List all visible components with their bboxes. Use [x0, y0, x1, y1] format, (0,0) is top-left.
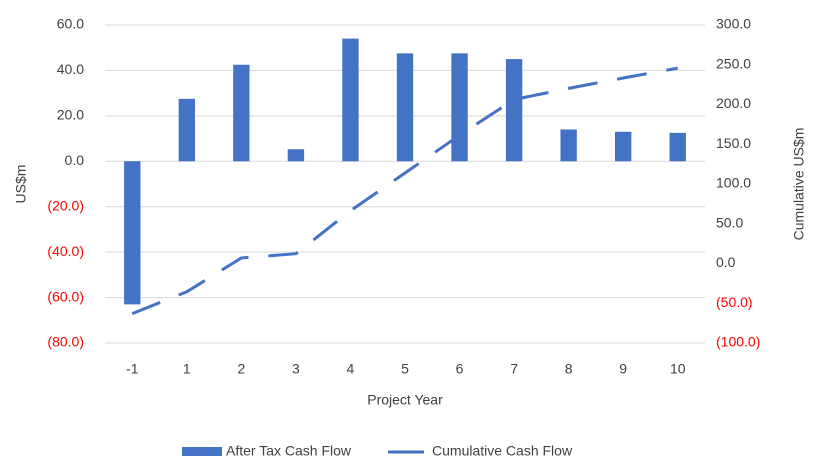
bar: [560, 129, 577, 162]
y2-axis-title: Cumulative US$m: [791, 128, 807, 241]
x-tick-label: 5: [401, 361, 409, 377]
y2-tick-label: 200.0: [716, 95, 751, 111]
x-axis-title: Project Year: [367, 392, 443, 408]
legend-label: Cumulative Cash Flow: [432, 443, 573, 459]
y2-tick-label: 250.0: [716, 55, 751, 71]
y2-tick-label: (100.0): [716, 334, 760, 350]
y2-tick-label: (50.0): [716, 294, 753, 310]
y2-tick-label: 100.0: [716, 175, 751, 191]
y-axis-title: US$m: [13, 165, 29, 204]
x-tick-label: 8: [565, 361, 573, 377]
y-tick-label: (20.0): [47, 197, 84, 213]
y2-tick-label: 300.0: [716, 16, 751, 32]
y2-tick-label: 50.0: [716, 214, 743, 230]
x-tick-label: 6: [456, 361, 464, 377]
y2-tick-label: 150.0: [716, 135, 751, 151]
legend-swatch: [182, 447, 222, 456]
bar: [615, 131, 632, 162]
bar: [178, 98, 195, 162]
y-tick-label: 60.0: [57, 16, 84, 32]
y-tick-label: (60.0): [47, 288, 84, 304]
x-tick-label: 10: [670, 361, 686, 377]
x-tick-label: 9: [619, 361, 627, 377]
y-tick-label: (40.0): [47, 243, 84, 259]
y-tick-label: 0.0: [65, 152, 85, 168]
line: [131, 66, 678, 315]
bar: [342, 38, 359, 162]
x-tick-label: 4: [347, 361, 355, 377]
y-tick-label: (80.0): [47, 334, 84, 350]
y-tick-label: 40.0: [57, 61, 84, 77]
x-tick-label: 3: [292, 361, 300, 377]
bar: [287, 149, 305, 162]
bar: [451, 53, 468, 162]
x-tick-label: 1: [183, 361, 191, 377]
x-tick-label: 2: [237, 361, 245, 377]
y-tick-label: 20.0: [57, 107, 84, 123]
x-tick-label: -1: [126, 361, 139, 377]
y2-tick-label: 0.0: [716, 254, 736, 270]
bar: [669, 132, 686, 162]
bar: [396, 53, 414, 162]
legend-label: After Tax Cash Flow: [226, 443, 352, 459]
bar: [124, 161, 141, 305]
x-tick-label: 7: [510, 361, 518, 377]
bar: [233, 64, 250, 162]
bar: [505, 59, 523, 162]
